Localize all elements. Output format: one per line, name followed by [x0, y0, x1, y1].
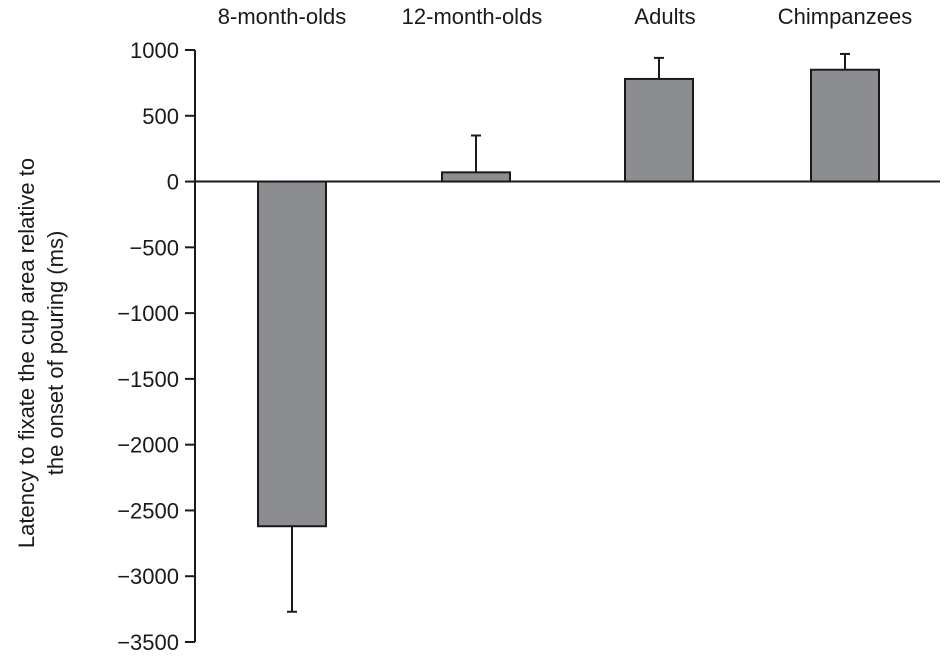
bar-chimpanzees: [810, 68, 880, 183]
y-tick-label: −2500: [117, 498, 179, 523]
y-tick-label: −1000: [117, 301, 179, 326]
bars: [257, 68, 880, 528]
error-bar: [471, 134, 481, 173]
category-label: 8-month-olds: [218, 4, 346, 29]
error-bar: [840, 52, 850, 70]
y-axis-title-line-2: the onset of pouring (ms): [43, 231, 68, 476]
error-bar: [654, 56, 664, 79]
y-tick-label: 500: [142, 104, 179, 129]
category-labels: 8-month-olds 12-month-olds Adults Chimpanze…: [218, 4, 912, 29]
y-tick-label: −2000: [117, 433, 179, 458]
y-axis: 1000 500 0 −500 −1000 −1500 −2000 −2500 −3000 −35…: [117, 38, 196, 655]
category-label: 12-month-olds: [402, 4, 543, 29]
bar-8-month-olds: [257, 180, 327, 528]
y-tick-label: −1500: [117, 367, 179, 392]
y-tick-label: −500: [129, 235, 179, 260]
bar-12-month-olds: [441, 171, 511, 183]
y-tick-label: 1000: [130, 38, 179, 63]
error-bars: [287, 52, 850, 613]
category-label: Adults: [634, 4, 695, 29]
bar-adults: [624, 77, 694, 183]
error-bar: [287, 526, 297, 613]
y-tick-label: −3500: [117, 630, 179, 655]
y-tick-label: −3000: [117, 564, 179, 589]
y-tick-label: 0: [167, 170, 179, 195]
category-label: Chimpanzees: [778, 4, 913, 29]
y-axis-title: Latency to fixate the cup area relative …: [14, 158, 68, 548]
y-axis-title-line-1: Latency to fixate the cup area relative …: [14, 158, 39, 548]
